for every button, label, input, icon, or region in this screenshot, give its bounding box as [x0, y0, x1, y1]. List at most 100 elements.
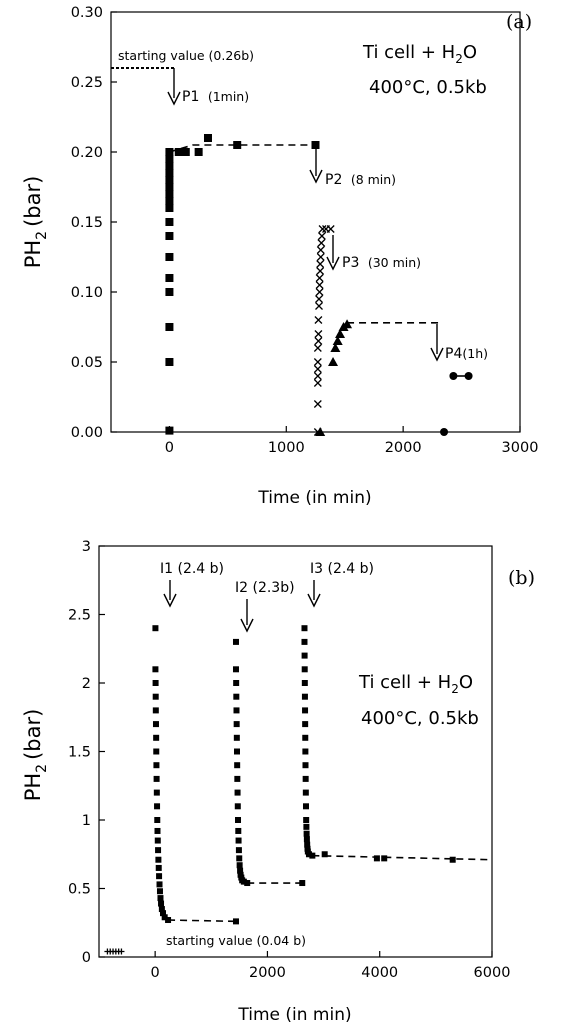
series-2-point: [302, 748, 309, 755]
series-2-point: [381, 855, 388, 862]
panel-a-annotation-p2: P2 (8 min): [309, 146, 396, 188]
series-0-point: [156, 881, 163, 888]
series-1-point: [233, 680, 240, 686]
y-tick-label: 0.5: [68, 882, 91, 898]
panel-b-x-ticks: 0 2000 4000 6000: [151, 951, 511, 981]
series-0-point: [152, 707, 159, 714]
series-0-point: [165, 917, 172, 924]
y-tick-label: 0.10: [71, 285, 103, 301]
series-2-point: [302, 707, 309, 714]
series-1-point: [234, 789, 241, 796]
series-2-point: [449, 856, 456, 863]
series-0-point: [165, 197, 174, 205]
panel-b-annotation-i2: I2 (2.3b): [235, 580, 295, 633]
series-0-trend-line: [168, 919, 237, 923]
arrowhead-i2-icon: [240, 618, 254, 633]
series-1-point: [235, 847, 242, 854]
panel-b-annotation-i3: I3 (2.4 b): [307, 561, 374, 608]
series-1-point: [315, 288, 324, 296]
series-0-point: [165, 426, 174, 435]
series-1-point: [235, 837, 242, 844]
series-2-point: [302, 762, 309, 769]
arrowhead-p1-icon: [167, 91, 181, 106]
series-2-point: [302, 775, 309, 782]
y-tick-label: 1.5: [68, 745, 91, 761]
series-0-point: [203, 134, 212, 142]
y-tick-label: 0.25: [71, 75, 103, 91]
panel-a-x-ticks: 0 1000 2000 3000: [165, 426, 538, 456]
series-2-trend-line: [312, 854, 493, 861]
x-tick-label: 2000: [385, 440, 422, 456]
annotation-i3-label: I3 (2.4 b): [310, 561, 374, 577]
series-0-point: [165, 204, 174, 212]
annotation-p1-paren: (1min): [208, 89, 249, 104]
panel-b-data-marks: [104, 625, 456, 955]
series-0-point: [165, 169, 174, 177]
series-0-point: [233, 141, 242, 149]
y-tick-label: 0: [82, 950, 91, 966]
series-1-point: [244, 880, 251, 887]
series-1-point: [316, 267, 325, 275]
series-2-point: [342, 319, 353, 329]
series-0-point: [153, 775, 160, 782]
series-1-point: [318, 225, 327, 233]
panel-b-starting-label: starting value (0.04 b): [166, 933, 306, 948]
panel-a-annotation-p1: P1 (1min): [167, 68, 249, 106]
series-2-point: [303, 817, 310, 823]
series-0-point: [165, 232, 174, 240]
series-1-point: [234, 762, 241, 769]
y-tick-label: 0.20: [71, 145, 103, 161]
series-0-point: [153, 762, 160, 769]
panel-b-trend-lines: [168, 854, 493, 923]
panel-a-starting-label: starting value (0.26b): [118, 48, 254, 63]
series-2-point: [309, 852, 316, 859]
series-2-point: [321, 851, 328, 858]
series-2-point: [301, 666, 308, 673]
y-tick-label: 0.15: [71, 215, 103, 231]
annotation-i1-label: I1 (2.4 b): [160, 561, 224, 577]
series-2-point: [301, 625, 308, 632]
series-0-point: [156, 873, 163, 880]
y-tick-label: 0.00: [71, 425, 103, 441]
series-0-point: [181, 148, 190, 156]
series-0-point: [154, 817, 161, 823]
panel-b: (b) 0 0.5 1 1.5 2 2.5 3 0 2000 4000 6000 I1 (2.4 …: [21, 539, 535, 1025]
series-2-point: [301, 638, 308, 645]
x-tick-label: 6000: [474, 965, 511, 981]
series-2-point: [301, 652, 308, 659]
panel-a-y-axis-label: PH2(bar): [21, 176, 50, 269]
series-2-point: [303, 836, 310, 843]
series-0-point: [165, 190, 174, 198]
annotation-p3-label: P3: [342, 255, 359, 271]
series-0-point: [158, 900, 165, 907]
series-1-point: [313, 379, 322, 387]
series-1-point: [235, 827, 242, 834]
series-0-point: [165, 176, 174, 184]
series-0-point: [156, 888, 163, 895]
series-2-point: [301, 693, 308, 700]
series-0-point: [155, 864, 162, 871]
series-1-point: [234, 775, 241, 782]
series-2-point: [332, 336, 343, 345]
series-1-point: [326, 225, 335, 233]
series-1-point: [316, 246, 325, 254]
series-1-point: [314, 330, 323, 338]
x-tick-label: 1000: [268, 440, 305, 456]
series-0-point: [153, 789, 160, 796]
panel-b-x-axis-label: Time (in min): [237, 1005, 351, 1025]
series-2-point: [302, 734, 309, 741]
series-0-point: [165, 155, 174, 163]
panel-a-annotation-p3: P3 (30 min): [326, 235, 421, 271]
series-2-point: [301, 680, 308, 686]
arrowhead-p3-icon: [326, 256, 340, 271]
panel-a-x-axis-label: Time (in min): [257, 488, 371, 508]
panel-a-label: (a): [506, 11, 532, 33]
series-0-point: [165, 253, 174, 261]
panel-b-label: (b): [508, 567, 535, 589]
x-tick-label: 4000: [361, 965, 398, 981]
series-1-point: [315, 274, 324, 282]
series-1-point: [315, 281, 324, 289]
series-0-point: [165, 358, 174, 366]
series-1-point: [232, 638, 239, 645]
series-1-point: [314, 316, 323, 324]
